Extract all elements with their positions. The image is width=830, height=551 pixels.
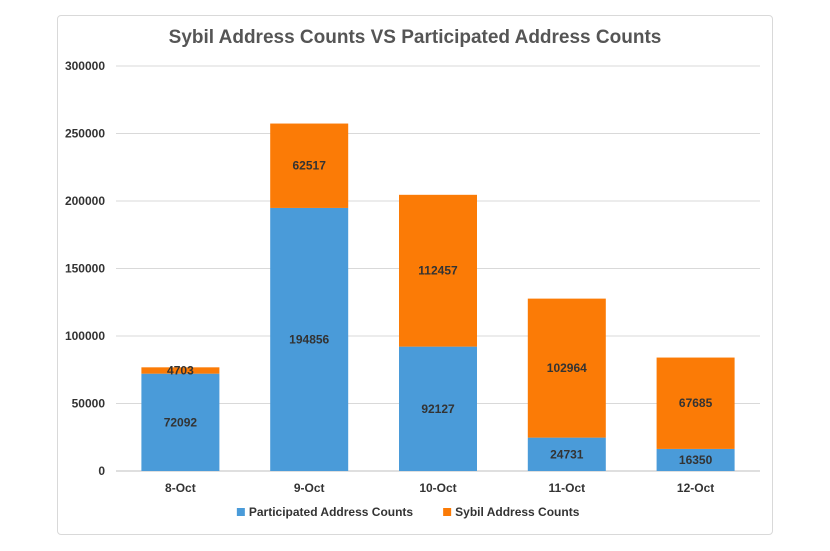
bars	[141, 123, 735, 471]
legend: Participated Address Counts Sybil Address…	[236, 505, 580, 519]
y-tick-label-3: 150000	[65, 262, 105, 276]
y-tick-label-5: 250000	[65, 127, 105, 141]
y-tick-label-0: 0	[98, 464, 105, 478]
legend-swatch-1	[443, 508, 452, 516]
x-tick-label-4: 12-Oct	[677, 481, 714, 495]
bar-participated-address-counts-1	[270, 207, 349, 471]
data-labels: 72092 4703 194856 62517 92127 112457 24731 1029…	[164, 159, 713, 467]
data-label-1-4: 67685	[679, 396, 713, 410]
data-label-0-2: 92127	[421, 402, 455, 416]
bar-participated-address-counts-4	[656, 448, 735, 471]
legend-swatch-0	[236, 508, 245, 516]
chart-title: Sybil Address Counts VS Participated Add…	[169, 27, 662, 48]
data-label-0-4: 16350	[679, 453, 713, 467]
legend-label-0: Participated Address Counts	[249, 505, 414, 519]
x-tick-label-3: 11-Oct	[548, 481, 585, 495]
x-tick-label-1: 9-Oct	[294, 481, 325, 495]
data-label-0-1: 194856	[289, 332, 329, 346]
data-label-1-1: 62517	[293, 159, 327, 173]
x-tick-label-0: 8-Oct	[165, 481, 196, 495]
data-label-1-0: 4703	[167, 364, 194, 378]
data-label-1-3: 102964	[547, 361, 587, 375]
y-tick-label-6: 300000	[65, 59, 105, 73]
bar-participated-address-counts-0	[141, 373, 220, 471]
bar-sybil-address-counts-3	[527, 298, 606, 438]
bar-sybil-address-counts-2	[399, 194, 477, 347]
y-axis-ticks: 0 50000 100000 150000 200000 250000 300000	[65, 59, 105, 478]
bar-sybil-address-counts-1	[270, 123, 349, 208]
bar-sybil-address-counts-0	[141, 367, 220, 374]
y-tick-label-4: 200000	[65, 194, 105, 208]
legend-label-1: Sybil Address Counts	[455, 505, 580, 519]
bar-sybil-address-counts-4	[656, 357, 735, 449]
x-tick-label-2: 10-Oct	[419, 481, 456, 495]
y-tick-label-1: 50000	[72, 397, 106, 411]
data-label-0-0: 72092	[164, 415, 198, 429]
y-tick-label-2: 100000	[65, 329, 105, 343]
data-label-1-2: 112457	[418, 264, 458, 278]
bar-participated-address-counts-3	[527, 437, 606, 471]
bar-participated-address-counts-2	[399, 346, 477, 471]
x-axis-ticks: 8-Oct 9-Oct 10-Oct 11-Oct 12-Oct	[165, 481, 714, 495]
data-label-0-3: 24731	[550, 447, 584, 461]
